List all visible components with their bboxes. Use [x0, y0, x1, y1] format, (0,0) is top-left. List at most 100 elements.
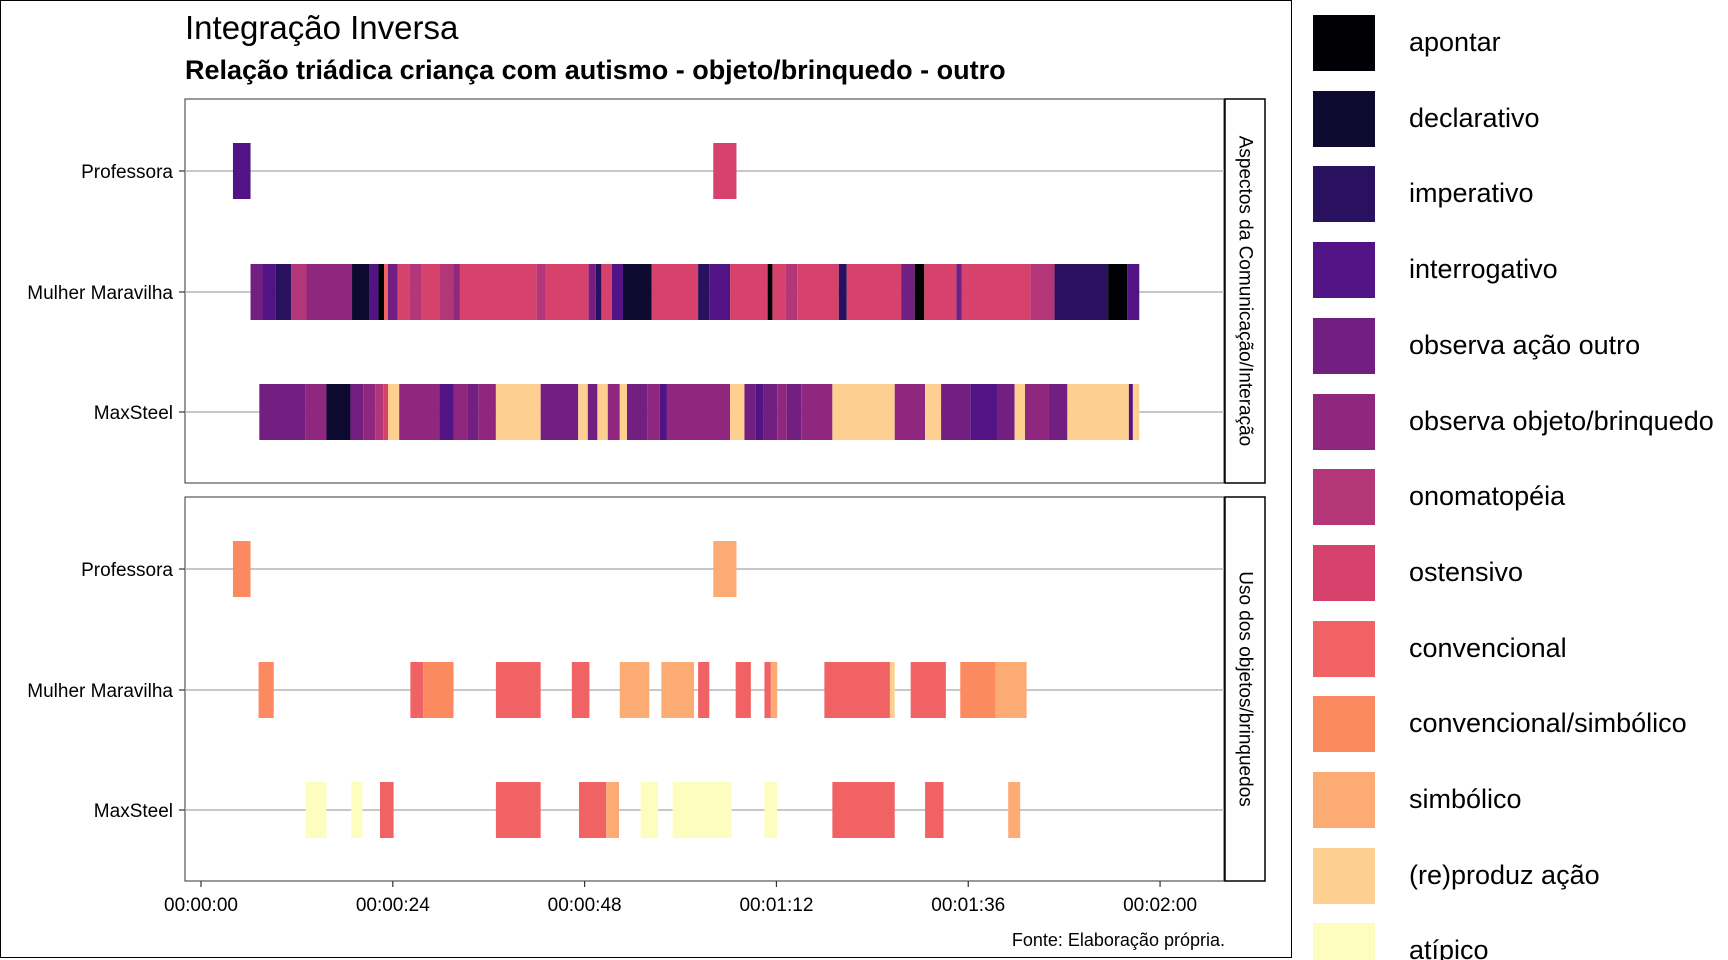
timeline-segment: declarativo	[352, 264, 370, 320]
legend-swatch	[1313, 15, 1375, 71]
timeline-segment: observa ação outro	[763, 384, 778, 440]
timeline-segment: convencional	[925, 782, 944, 838]
legend-swatch	[1313, 620, 1375, 677]
timeline-segment: observa objeto/brinquedo	[453, 264, 460, 320]
timeline-segment: simbólico	[1008, 782, 1021, 838]
timeline-segment: simbólico	[770, 662, 778, 718]
timeline-segment: apontar	[767, 264, 773, 320]
legend-swatch	[1313, 847, 1375, 904]
timeline-segment: interrogativo	[970, 384, 998, 440]
legend: apontar declarativo imperativo interrogativ…	[1300, 0, 1728, 960]
timeline-segment: interrogativo	[1127, 264, 1140, 320]
timeline-segment: ostensivo	[651, 264, 699, 320]
timeline-segment: observa objeto/brinquedo	[647, 384, 660, 440]
timeline-segment: convencional	[698, 662, 710, 718]
chart-caption: Fonte: Elaboração própria.	[1012, 930, 1225, 950]
chart-subtitle: Relação triádica criança com autismo - o…	[185, 55, 1006, 85]
timeline-segment: observa objeto/brinquedo	[777, 384, 787, 440]
timeline-segment: (re)produz ação	[388, 384, 400, 440]
y-tick-label: Professora	[81, 162, 173, 183]
timeline-segment: (re)produz ação	[619, 384, 627, 440]
timeline-segment: atípico	[764, 782, 778, 838]
timeline-segment: apontar	[914, 264, 925, 320]
timeline-segment: convencional	[380, 782, 394, 838]
y-tick-label: MaxSteel	[94, 403, 173, 424]
facet-strip-label: Aspectos da Comunicação/Interação	[1235, 136, 1256, 447]
timeline-segment: interrogativo	[1128, 384, 1133, 440]
timeline-segment: observa ação outro	[1048, 384, 1068, 440]
legend-swatch	[1313, 166, 1375, 223]
timeline-segment: onomatopéia	[439, 264, 454, 320]
legend-swatch	[1313, 90, 1375, 147]
timeline-segment: simbólico	[995, 662, 1027, 718]
timeline-segment: apontar	[1108, 264, 1128, 320]
timeline-segment: observa ação outro	[744, 384, 756, 440]
legend-label: convencional/simbólico	[1409, 708, 1687, 739]
legend-item: observa objeto/brinquedo	[1313, 393, 1728, 450]
legend-swatch	[1313, 772, 1375, 828]
legend-item: declarativo	[1313, 90, 1728, 147]
timeline-segment: convencional	[832, 782, 895, 838]
timeline-segment: observa objeto/brinquedo	[363, 384, 376, 440]
legend-label: onomatopéia	[1409, 481, 1566, 512]
timeline-segment: imperativo	[698, 264, 710, 320]
timeline-segment: observa ação outro	[997, 384, 1015, 440]
legend-item: atípico	[1313, 923, 1728, 960]
timeline-segment: interrogativo	[232, 143, 251, 199]
timeline-segment: onomatopéia	[1030, 264, 1055, 320]
timeline-segment: ostensivo	[730, 264, 768, 320]
timeline-segment: (re)produz ação	[730, 384, 745, 440]
timeline-segment: declarativo	[622, 264, 652, 320]
timeline-segment: convencional	[410, 662, 424, 718]
timeline-segment: convencional	[571, 662, 590, 718]
timeline-segment: imperativo	[838, 264, 847, 320]
timeline-segment: convencional/simbólico	[232, 541, 251, 597]
timeline-segment: (re)produz ação	[889, 662, 895, 718]
legend-swatch	[1313, 469, 1375, 526]
legend-item: interrogativo	[1313, 242, 1728, 299]
legend-label: imperativo	[1409, 178, 1534, 209]
timeline-segment: interrogativo	[659, 384, 667, 440]
x-tick-label: 00:02:00	[1123, 895, 1197, 916]
timeline-segment: ostensivo	[601, 264, 612, 320]
timeline-segment: observa objeto/brinquedo	[801, 384, 833, 440]
timeline-segment: observa ação outro	[350, 384, 364, 440]
timeline-segment: imperativo	[1054, 264, 1109, 320]
timeline-segment: convencional/simbólico	[423, 662, 454, 718]
legend-label: interrogativo	[1409, 254, 1558, 285]
legend-label: declarativo	[1409, 102, 1540, 133]
timeline-segment: (re)produz ação	[925, 384, 942, 440]
timeline-segment: ostensivo	[383, 384, 389, 440]
legend-item: imperativo	[1313, 166, 1728, 223]
timeline-segment: convencional	[764, 662, 771, 718]
timeline-segment: atípico	[305, 782, 327, 838]
timeline-segment: ostensivo	[421, 264, 440, 320]
timeline-segment: observa ação outro	[250, 264, 263, 320]
timeline-segment: (re)produz ação	[1014, 384, 1025, 440]
timeline-segment: onomatopéia	[291, 264, 307, 320]
timeline-segment: simbólico	[713, 541, 737, 597]
legend-label: convencional	[1409, 632, 1567, 663]
timeline-segment: ostensivo	[397, 264, 410, 320]
timeline-segment: interrogativo	[709, 264, 731, 320]
timeline-segment: observa ação outro	[259, 384, 306, 440]
timeline-chart: Aspectos da Comunicação/Interação Profess…	[27, 98, 1266, 950]
timeline-segment: convencional	[495, 782, 541, 838]
timeline-segment: observa ação outro	[467, 384, 479, 440]
timeline-segment: (re)produz ação	[1067, 384, 1129, 440]
timeline-segment: convencional/simbólico	[258, 662, 274, 718]
timeline-segment: onomatopéia	[536, 264, 546, 320]
chart-frame: Integração Inversa Relação triádica cria…	[0, 0, 1292, 958]
legend-item: (re)produz ação	[1313, 847, 1728, 904]
timeline-segment: ostensivo	[545, 264, 589, 320]
legend-swatch	[1313, 923, 1375, 960]
timeline-segment: observa objeto/brinquedo	[453, 384, 468, 440]
legend-swatch	[1313, 242, 1375, 299]
timeline-segment: ostensivo	[961, 264, 1031, 320]
timeline-segment: imperativo	[595, 264, 602, 320]
timeline-segment: convencional/simbólico	[960, 662, 996, 718]
legend-item: convencional	[1313, 620, 1728, 677]
timeline-segment: convencional	[824, 662, 890, 718]
timeline-segment: observa ação outro	[626, 384, 648, 440]
legend-item: simbólico	[1313, 772, 1728, 828]
